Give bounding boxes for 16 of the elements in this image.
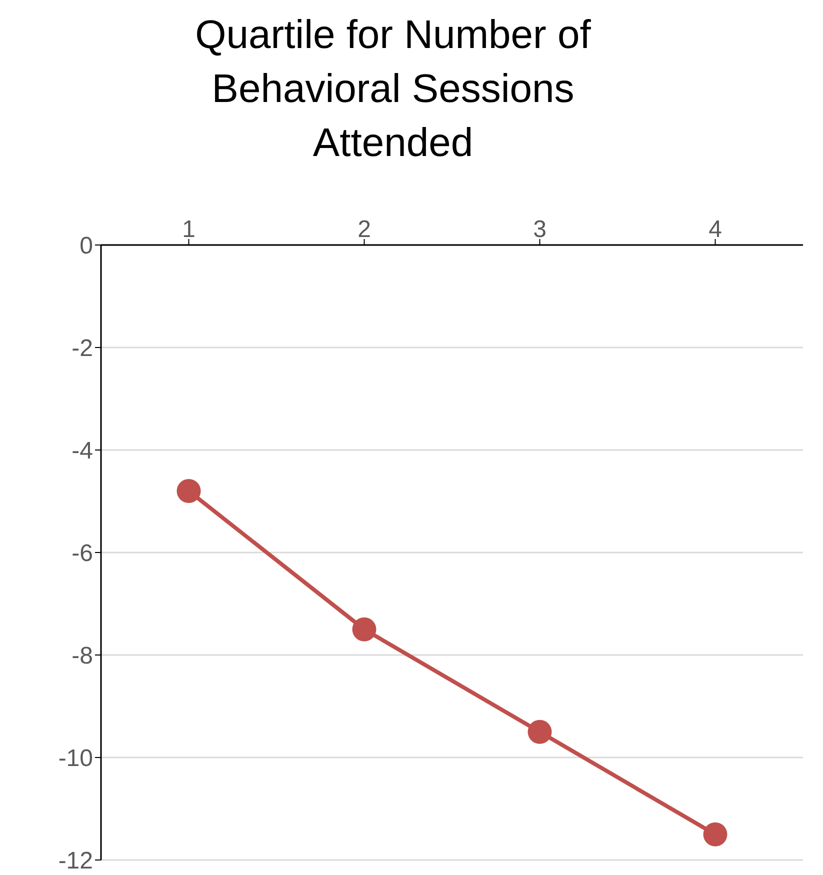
y-tick-label: -2 (72, 335, 93, 362)
y-tick-label: 0 (80, 232, 93, 260)
point (176, 479, 201, 503)
y-tick-label: -10 (58, 745, 93, 772)
point (352, 617, 376, 642)
y-tick-label: -6 (72, 540, 93, 568)
y-tick-label: -4 (72, 438, 93, 465)
y-tick-label: -8 (72, 642, 93, 670)
x-tick-label: 4 (708, 216, 722, 243)
point (703, 822, 728, 846)
chart-title: Quartile for Number of Behavioral Sessions Attended (194, 12, 592, 167)
x-tick-label: 1 (182, 216, 196, 243)
point (528, 720, 552, 744)
x-tick-label: 3 (533, 216, 546, 243)
x-tick-label: 2 (358, 216, 371, 243)
y-tick-label: -12 (58, 848, 93, 875)
